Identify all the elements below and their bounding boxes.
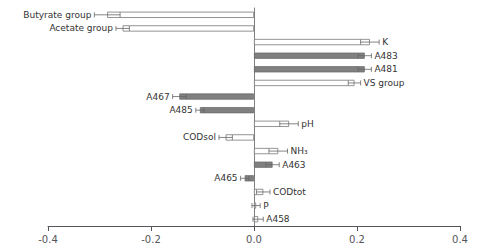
svg-text:0.2: 0.2	[349, 234, 365, 245]
svg-text:A463: A463	[282, 160, 305, 170]
svg-text:A467: A467	[146, 92, 169, 102]
svg-text:Acetate group: Acetate group	[49, 23, 113, 33]
svg-text:A485: A485	[169, 105, 192, 115]
svg-text:K: K	[382, 37, 389, 47]
svg-text:VS group: VS group	[364, 78, 405, 88]
svg-text:Butyrate group: Butyrate group	[23, 10, 91, 20]
svg-text:CODtot: CODtot	[273, 187, 306, 197]
svg-text:-0.2: -0.2	[141, 234, 161, 245]
svg-text:CODsol: CODsol	[183, 132, 216, 142]
svg-text:A481: A481	[374, 64, 397, 74]
svg-text:P: P	[263, 201, 269, 211]
svg-text:0.4: 0.4	[452, 234, 468, 245]
svg-text:NH₃: NH₃	[290, 146, 308, 156]
svg-text:A465: A465	[214, 173, 237, 183]
svg-text:0.0: 0.0	[246, 234, 262, 245]
svg-text:-0.4: -0.4	[38, 234, 58, 245]
svg-text:A483: A483	[374, 51, 397, 61]
svg-text:pH: pH	[301, 119, 313, 129]
svg-text:A458: A458	[266, 214, 290, 224]
